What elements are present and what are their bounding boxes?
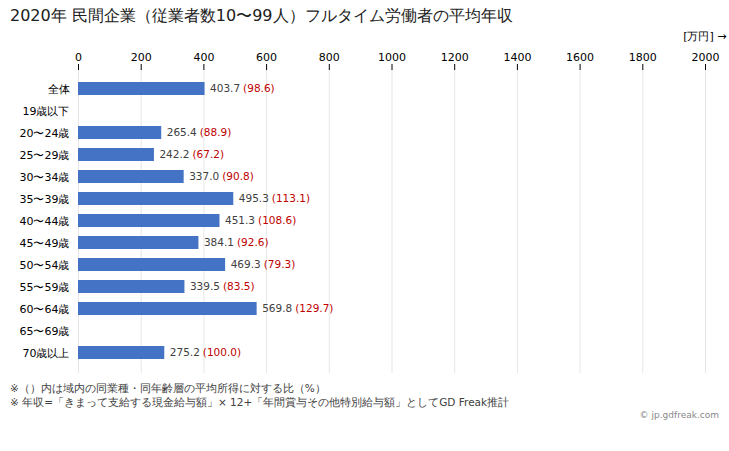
- svg-text:20〜24歳: 20〜24歳: [20, 127, 70, 140]
- svg-text:25〜29歳: 25〜29歳: [20, 149, 70, 162]
- svg-text:275.2: 275.2: [170, 346, 200, 358]
- svg-text:(98.6): (98.6): [243, 82, 275, 94]
- html-text:※ 年収=「きまって支給する現金給与額」× 12+「年間賞与: ※ 年収=「きまって支給する現金給与額」× 12+「年間賞与その他特別給与額」と…: [10, 396, 510, 408]
- svg-text:200: 200: [131, 51, 152, 64]
- svg-text:55〜59歳: 55〜59歳: [20, 281, 70, 294]
- svg-text:2000: 2000: [692, 51, 720, 64]
- svg-text:(108.6): (108.6): [258, 214, 296, 226]
- svg-text:全体: 全体: [48, 83, 70, 96]
- svg-text:(90.8): (90.8): [222, 170, 254, 182]
- svg-text:265.4: 265.4: [167, 126, 197, 138]
- svg-text:1600: 1600: [566, 51, 594, 64]
- svg-text:495.3: 495.3: [239, 192, 269, 204]
- svg-text:242.2: 242.2: [159, 148, 189, 160]
- svg-text:403.7: 403.7: [210, 82, 240, 94]
- svg-text:(88.9): (88.9): [200, 126, 232, 138]
- svg-text:(79.3): (79.3): [264, 258, 296, 270]
- svg-text:0: 0: [75, 51, 82, 64]
- svg-text:(113.1): (113.1): [272, 192, 310, 204]
- svg-text:569.8: 569.8: [262, 302, 292, 314]
- svg-text:400: 400: [193, 51, 214, 64]
- svg-text:451.3: 451.3: [225, 214, 255, 226]
- svg-text:45〜49歳: 45〜49歳: [20, 237, 70, 250]
- svg-text:[万円] →: [万円] →: [683, 30, 726, 43]
- svg-text:1800: 1800: [629, 51, 657, 64]
- svg-text:35〜39歳: 35〜39歳: [20, 193, 70, 206]
- html-text:※（）内は域内の同業種・同年齢層の平均所得に対する比（%）: ※（）内は域内の同業種・同年齢層の平均所得に対する比（%）: [10, 382, 326, 394]
- svg-text:(100.0): (100.0): [203, 346, 241, 358]
- html-text:2020年 民間企業（従業者数10〜99人）フルタイム労働者: 2020年 民間企業（従業者数10〜99人）フルタイム労働者の平均年収: [10, 6, 513, 25]
- svg-text:40〜44歳: 40〜44歳: [20, 215, 70, 228]
- svg-text:50〜54歳: 50〜54歳: [20, 259, 70, 272]
- svg-text:30〜34歳: 30〜34歳: [20, 171, 70, 184]
- svg-text:600: 600: [256, 51, 277, 64]
- svg-text:800: 800: [319, 51, 340, 64]
- svg-text:65〜69歳: 65〜69歳: [20, 325, 70, 338]
- svg-text:19歳以下: 19歳以下: [23, 105, 70, 118]
- svg-text:1200: 1200: [441, 51, 469, 64]
- svg-text:(83.5): (83.5): [223, 280, 255, 292]
- svg-text:(129.7): (129.7): [295, 302, 333, 314]
- svg-text:469.3: 469.3: [231, 258, 261, 270]
- svg-text:(67.2): (67.2): [192, 148, 224, 160]
- html-text:© jp.gdfreak.com: © jp.gdfreak.com: [639, 410, 719, 420]
- svg-text:337.0: 337.0: [189, 170, 219, 182]
- svg-text:(92.6): (92.6): [237, 236, 269, 248]
- svg-text:339.5: 339.5: [190, 280, 220, 292]
- svg-text:70歳以上: 70歳以上: [23, 347, 70, 360]
- svg-text:384.1: 384.1: [204, 236, 234, 248]
- svg-text:1000: 1000: [378, 51, 406, 64]
- svg-text:1400: 1400: [503, 51, 531, 64]
- svg-text:60〜64歳: 60〜64歳: [20, 303, 70, 316]
